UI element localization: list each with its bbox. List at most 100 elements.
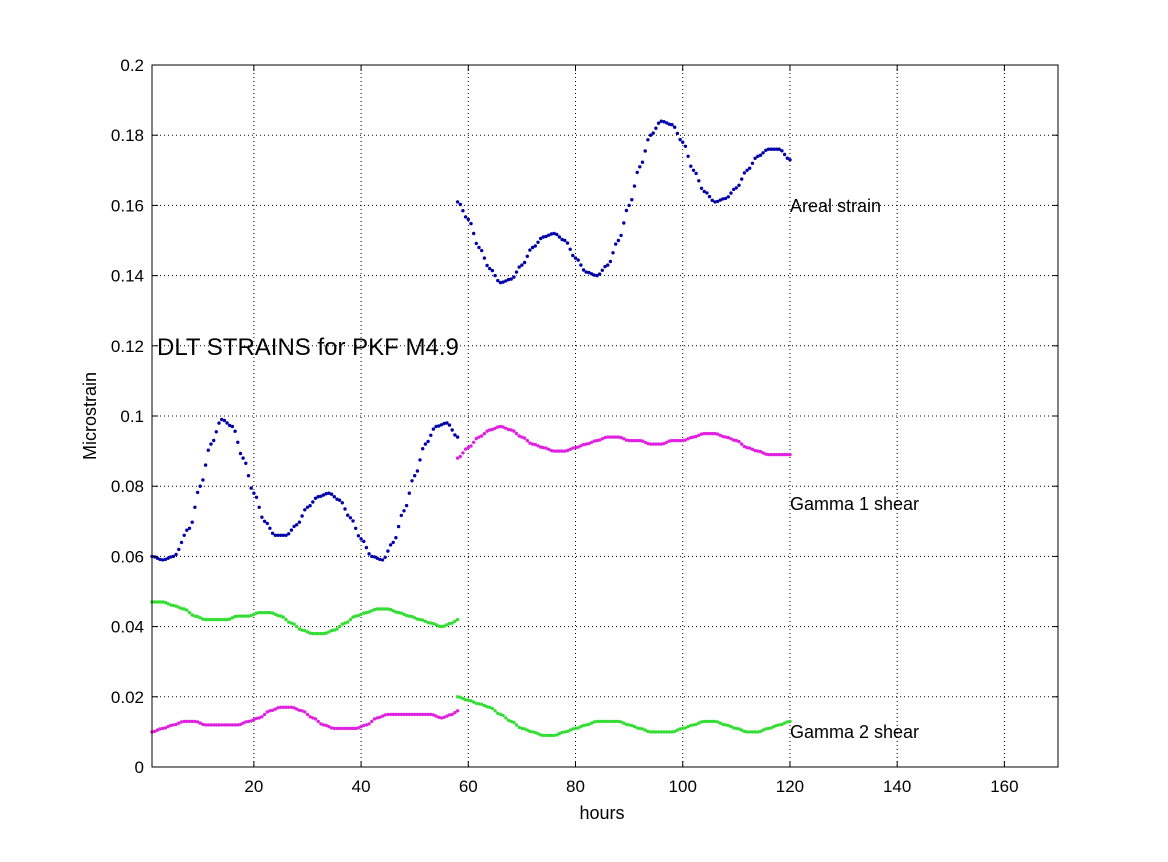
data-point <box>656 730 661 734</box>
data-point <box>228 723 232 727</box>
data-point <box>469 444 473 448</box>
data-point <box>750 730 755 734</box>
data-point <box>745 445 749 450</box>
data-point <box>496 425 500 429</box>
data-point <box>335 726 339 731</box>
data-point <box>635 726 639 730</box>
data-point <box>777 147 781 151</box>
data-point <box>413 474 417 478</box>
data-point <box>528 441 532 445</box>
data-point <box>321 493 326 497</box>
data-point <box>643 440 647 444</box>
data-point <box>654 730 658 734</box>
data-point <box>155 600 160 604</box>
data-point <box>303 710 307 714</box>
y-axis-title: Microstrain <box>80 372 100 460</box>
data-point <box>485 705 489 709</box>
data-point <box>238 451 243 456</box>
data-point <box>619 233 623 238</box>
data-point <box>624 438 629 442</box>
data-point <box>346 620 350 624</box>
data-point <box>536 444 540 448</box>
data-point <box>335 497 339 501</box>
series-5 <box>150 705 460 734</box>
data-point <box>394 712 398 717</box>
data-point <box>686 154 690 158</box>
data-point <box>415 617 420 621</box>
data-point <box>195 490 200 495</box>
data-point <box>761 451 765 455</box>
data-point <box>174 604 178 608</box>
data-point <box>262 610 267 615</box>
data-point <box>193 719 197 724</box>
data-point <box>455 456 460 460</box>
data-point <box>217 617 221 622</box>
data-point <box>772 724 776 729</box>
data-point <box>691 435 696 439</box>
data-point <box>517 434 521 438</box>
data-point <box>348 617 353 622</box>
data-point <box>161 600 165 604</box>
data-point <box>375 607 379 611</box>
data-point <box>359 724 363 729</box>
data-point <box>498 712 503 717</box>
annotation-gamma2-shear: Gamma 2 shear <box>790 722 919 742</box>
data-point <box>402 612 406 616</box>
data-point <box>233 723 237 727</box>
data-point <box>158 557 162 562</box>
data-point <box>606 263 610 267</box>
data-point <box>327 724 331 729</box>
data-point <box>257 716 261 720</box>
data-point <box>265 610 269 615</box>
data-point <box>544 446 548 450</box>
data-point <box>407 614 411 618</box>
data-point <box>493 273 497 278</box>
data-point <box>421 712 425 717</box>
data-point <box>222 418 227 423</box>
data-point <box>391 712 395 717</box>
data-point <box>161 558 165 562</box>
data-point <box>463 698 468 702</box>
data-point <box>646 138 650 142</box>
data-point <box>547 733 551 738</box>
data-point <box>455 200 460 204</box>
data-point <box>217 723 221 727</box>
data-point <box>579 263 583 267</box>
data-point <box>370 719 374 724</box>
data-point <box>509 428 513 432</box>
data-point <box>707 719 712 724</box>
data-point <box>423 442 428 446</box>
data-point <box>611 251 615 255</box>
data-point <box>681 438 685 443</box>
data-point <box>656 442 661 446</box>
data-point <box>453 433 457 437</box>
data-point <box>707 194 712 199</box>
data-point <box>332 495 336 499</box>
data-point <box>622 437 626 441</box>
data-point <box>252 612 256 616</box>
data-point <box>455 617 460 622</box>
data-point <box>182 533 186 537</box>
data-point <box>748 730 752 734</box>
data-point <box>646 729 650 734</box>
data-point <box>697 433 701 437</box>
data-point <box>587 270 591 275</box>
data-point <box>563 730 567 734</box>
data-point <box>201 617 205 621</box>
data-point <box>496 278 500 283</box>
data-point <box>372 555 377 559</box>
data-point <box>482 703 487 708</box>
data-point <box>665 121 669 125</box>
data-point <box>544 733 548 738</box>
data-point <box>402 509 406 513</box>
data-point <box>354 726 358 731</box>
data-point <box>177 605 181 609</box>
data-point <box>182 607 186 611</box>
data-point <box>627 438 631 443</box>
data-point <box>206 448 210 452</box>
data-point <box>273 533 277 537</box>
data-point <box>600 437 604 441</box>
data-point <box>715 199 720 204</box>
data-point <box>153 600 157 604</box>
data-point <box>584 270 588 274</box>
